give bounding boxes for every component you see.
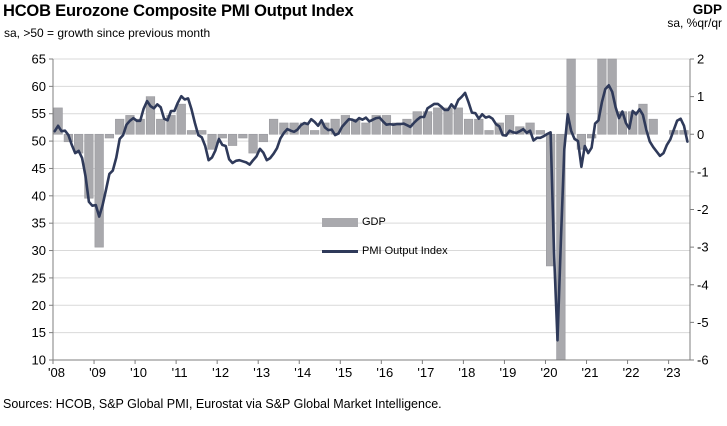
- left-axis-tick-label: 55: [32, 106, 46, 121]
- legend-item-gdp: GDP: [322, 215, 448, 229]
- gdp-bar: [361, 122, 371, 135]
- left-axis-tick-label: 30: [32, 243, 46, 258]
- gdp-bar: [484, 130, 494, 135]
- legend-label-pmi: PMI Output Index: [362, 245, 448, 257]
- gdp-bar: [433, 107, 443, 135]
- right-axis-tick-label: 2: [697, 52, 704, 67]
- gdp-bar: [145, 96, 156, 135]
- right-axis-title: GDP: [692, 2, 722, 17]
- x-axis-tick-label: '16: [376, 365, 393, 380]
- left-axis-tick-label: 35: [32, 216, 46, 231]
- tick-labels: 656055504540353025201510210-1-2-3-4-5-6'…: [32, 52, 709, 381]
- gdp-bar: [535, 130, 545, 135]
- right-axis-tick-label: -4: [697, 277, 709, 292]
- gdp-bar: [587, 133, 597, 139]
- right-axis-tick-label: -1: [697, 164, 709, 179]
- x-axis-tick-label: '17: [417, 365, 434, 380]
- x-axis-tick-label: '15: [335, 365, 352, 380]
- pmi-line-swatch: [322, 249, 358, 253]
- right-axis-tick-label: -5: [697, 315, 709, 330]
- gdp-bar: [238, 133, 248, 139]
- left-axis-tick-label: 20: [32, 298, 46, 313]
- gdp-bar: [217, 133, 227, 139]
- gdp-bar: [94, 133, 104, 248]
- x-axis-tick-label: '19: [499, 365, 516, 380]
- x-axis-tick-label: '12: [212, 365, 229, 380]
- left-axis-tick-label: 60: [32, 79, 46, 94]
- gdp-bar: [156, 118, 166, 135]
- gdp-bar: [207, 133, 217, 150]
- x-axis-tick-label: '22: [623, 365, 640, 380]
- gdp-bar: [268, 118, 279, 135]
- left-axis-tick-label: 25: [32, 270, 46, 285]
- x-axis-tick-label: '23: [664, 365, 681, 380]
- gdp-bar: [53, 107, 63, 135]
- left-axis-tick-label: 15: [32, 325, 46, 340]
- gdp-bar: [463, 118, 474, 135]
- left-axis-tick-label: 10: [32, 353, 46, 368]
- gdp-bar: [566, 58, 576, 135]
- legend: GDP PMI Output Index: [322, 215, 448, 273]
- gdp-bar: [258, 133, 268, 143]
- gdp-bar: [104, 133, 115, 139]
- gdp-bar-swatch: [322, 217, 358, 227]
- source-note: Sources: HCOB, S&P Global PMI, Eurostat …: [3, 397, 442, 411]
- gdp-bar: [371, 115, 381, 135]
- gdp-bar: [597, 58, 607, 135]
- right-axis-tick-label: -3: [697, 240, 709, 255]
- x-axis-tick-label: '09: [89, 365, 106, 380]
- x-axis-tick-label: '21: [582, 365, 599, 380]
- legend-item-pmi: PMI Output Index: [322, 244, 448, 258]
- right-axis-header: GDP sa, %qr/qr: [667, 2, 722, 30]
- gdp-bar: [648, 118, 658, 135]
- gdp-bar: [227, 133, 238, 146]
- gdp-bar: [453, 107, 463, 135]
- x-axis-tick-label: '11: [172, 365, 188, 380]
- x-axis-tick-label: '13: [253, 365, 270, 380]
- gdp-bar: [166, 115, 176, 135]
- chart-subtitle: sa, >50 = growth since previous month: [4, 26, 211, 40]
- tick-marks: [49, 58, 694, 364]
- left-axis-tick-label: 50: [32, 134, 46, 149]
- gdp-bar: [115, 118, 125, 135]
- left-axis-tick-label: 65: [32, 52, 46, 67]
- right-axis-tick-label: 1: [697, 89, 704, 104]
- gridlines: [53, 58, 690, 334]
- gdp-bar: [176, 103, 186, 135]
- gdp-bar: [248, 133, 258, 154]
- right-axis-tick-label: -2: [697, 202, 709, 217]
- pmi-line: [53, 84, 689, 342]
- gdp-bar: [186, 130, 197, 135]
- right-axis-tick-label: -6: [697, 353, 709, 368]
- gdp-bar: [351, 118, 361, 135]
- x-axis-tick-label: '20: [541, 365, 558, 380]
- left-axis-tick-label: 40: [32, 188, 46, 203]
- gdp-bar: [474, 118, 484, 135]
- x-axis-tick-label: '10: [130, 365, 147, 380]
- x-axis-tick-label: '08: [48, 365, 65, 380]
- left-axis-tick-label: 45: [32, 161, 46, 176]
- legend-label-gdp: GDP: [362, 216, 386, 228]
- gdp-bar: [310, 130, 320, 135]
- x-axis-tick-label: '14: [294, 365, 311, 380]
- right-axis-tick-label: 0: [697, 127, 704, 142]
- x-axis-tick-label: '18: [458, 365, 475, 380]
- gdp-bar: [504, 115, 515, 135]
- chart-title: HCOB Eurozone Composite PMI Output Index: [3, 2, 354, 20]
- right-axis-units: sa, %qr/qr: [667, 16, 722, 30]
- gdp-bar: [443, 107, 453, 135]
